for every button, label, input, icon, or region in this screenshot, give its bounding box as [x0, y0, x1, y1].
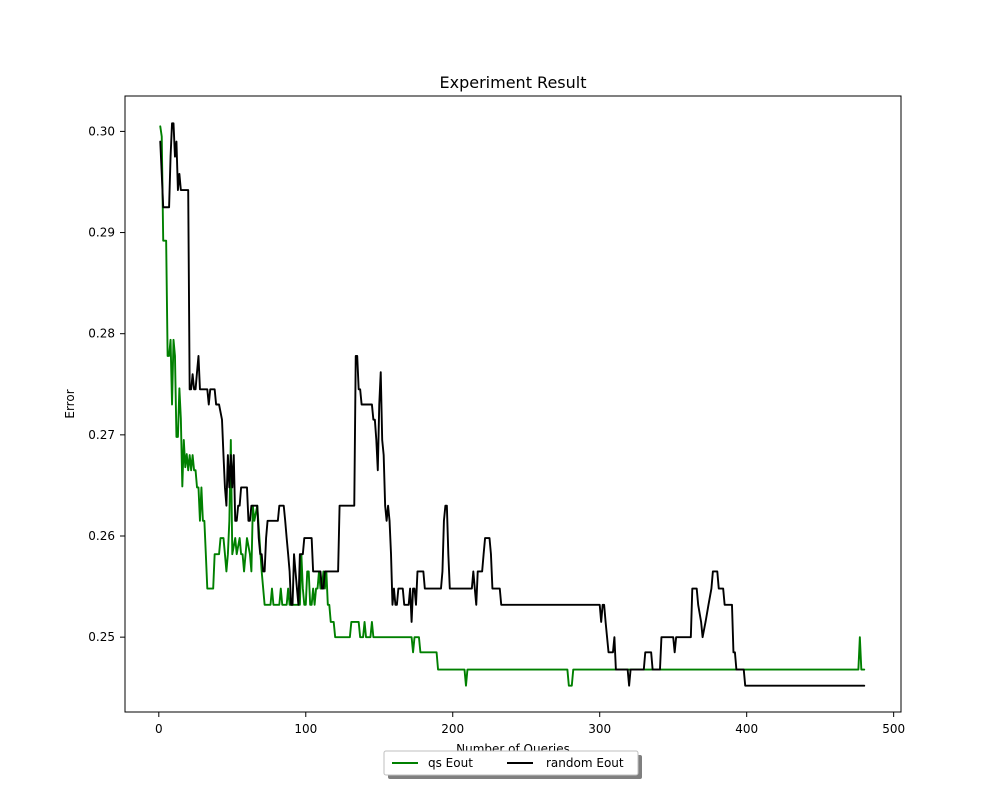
x-tick-label-300: 300: [588, 722, 611, 736]
y-tick-label-0.25: 0.25: [88, 630, 115, 644]
x-tick-label-400: 400: [735, 722, 758, 736]
y-tick-label-0.28: 0.28: [88, 327, 115, 341]
y-tick-label-0.29: 0.29: [88, 226, 115, 240]
x-tick-label-200: 200: [441, 722, 464, 736]
legend: qs Eout random Eout: [383, 750, 642, 779]
x-tick-label-500: 500: [882, 722, 905, 736]
y-tick-label-0.30: 0.30: [88, 124, 115, 138]
x-tick-label-100: 100: [294, 722, 317, 736]
y-axis-label: Error: [63, 389, 77, 418]
series-layer: [159, 122, 866, 687]
chart-title: Experiment Result: [440, 73, 587, 92]
x-axis: 0 100 200 300 400 500: [155, 712, 905, 736]
y-tick-label-0.27: 0.27: [88, 428, 115, 442]
y-axis: 0.25 0.26 0.27 0.28 0.29 0.30: [88, 124, 125, 644]
y-tick-label-0.26: 0.26: [88, 529, 115, 543]
plot-frame: [124, 95, 902, 713]
legend-random-label: random Eout: [546, 756, 624, 770]
legend-qs-label: qs Eout: [428, 756, 473, 770]
x-tick-label-0: 0: [155, 722, 163, 736]
series-qs-eout-line: [159, 125, 866, 687]
series-random-eout-line: [159, 122, 866, 687]
